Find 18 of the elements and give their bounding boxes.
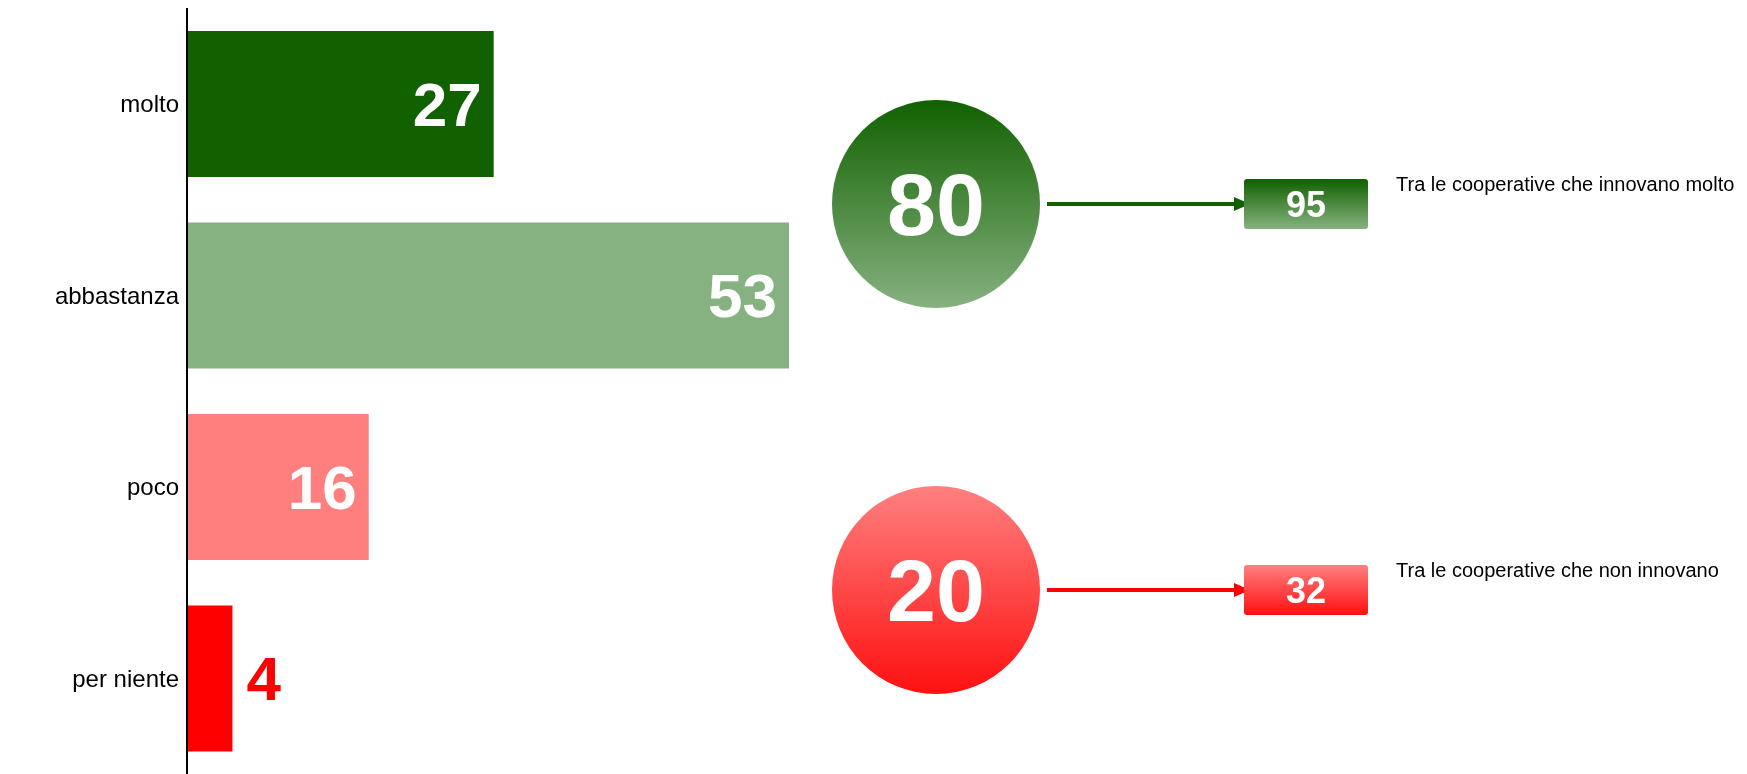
text: Tra le cooperative che non innovano	[1396, 558, 1720, 583]
y-tick-label: molto	[120, 90, 179, 118]
y-tick-label: poco	[126, 473, 179, 501]
bar	[187, 605, 233, 752]
data-label: 53	[708, 261, 777, 331]
text: 20	[887, 540, 985, 640]
data-label: 4	[246, 644, 282, 714]
text: 80	[887, 154, 985, 254]
data-label: 27	[412, 69, 482, 139]
bar	[187, 413, 369, 560]
bar	[187, 30, 494, 177]
data-label: 16	[287, 452, 357, 522]
y-tick-label: per niente	[72, 664, 179, 692]
bar	[187, 222, 789, 369]
text: Tra le cooperative che innovano molto	[1396, 172, 1736, 197]
text: 32	[1285, 569, 1327, 611]
text: 95	[1285, 183, 1327, 225]
y-tick-label: abbastanza	[54, 281, 180, 309]
